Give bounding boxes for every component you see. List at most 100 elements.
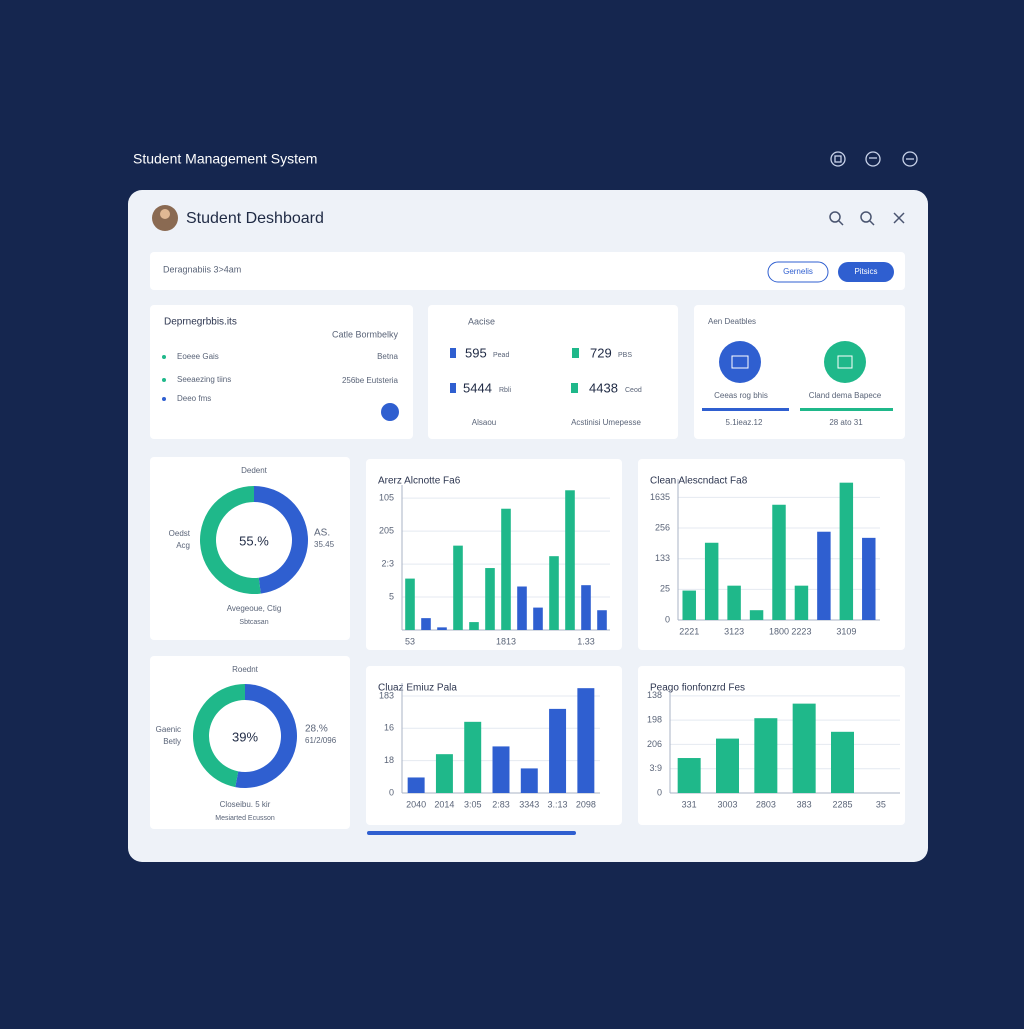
icon-glyph [731,355,749,369]
stat-unit: Ceod [625,387,642,394]
x-tick-label: 3123 [724,626,744,636]
stat-unit: Rbli [499,387,512,394]
chart-card [150,656,350,829]
dashboard-title: Student Deshboard [186,210,324,227]
x-tick-label: 2:83 [492,799,510,809]
y-tick-label: 2:3 [381,558,394,568]
bar [407,777,425,793]
chart-title: Peago fionfonzrd Fes [650,683,745,694]
item-label: Ceeas rog bhis [714,391,768,400]
button-label[interactable]: Gernelis [783,267,813,276]
y-tick-label: 18 [384,755,394,765]
bar [405,578,415,630]
y-tick-label: 183 [379,690,394,700]
stat-value: 729 [590,345,612,360]
y-tick-label: 25 [660,584,670,594]
icon-glyph [837,355,853,369]
row-value: 256be Eutsteria [342,376,399,385]
chart-title: Dedent [241,466,268,475]
stat-icon [571,383,578,393]
top-icons [830,151,918,167]
y-tick-label: 256 [655,522,670,532]
bar [485,568,495,630]
scrollbar[interactable] [367,831,576,835]
card-subtitle: Catle Bormbelky [332,329,399,339]
bar [677,758,701,793]
button[interactable] [767,261,829,283]
bar [435,754,453,793]
bar [577,688,595,793]
side-label: 61/2/096 [305,736,337,745]
y-tick-label: 105 [379,493,394,503]
side-label: Acg [176,541,190,550]
y-tick-label: 16 [384,723,394,733]
bar [749,610,764,620]
bar [682,590,696,620]
y-tick-label: 0 [665,614,670,624]
y-tick-label: 206 [647,739,662,749]
donut-segment [235,684,298,789]
item-value: 5.1ieaz.12 [726,418,763,427]
x-tick-label: 2285 [832,799,852,809]
side-label: 35.45 [314,540,335,549]
chart-card [638,459,905,650]
x-tick-label: 3.:13 [548,799,568,809]
bar [817,531,831,620]
bar [597,610,607,630]
button[interactable] [838,262,894,282]
side-label: 28.% [305,724,328,735]
button-label[interactable]: Pitsics [854,267,877,276]
side-label: Gaenic [156,725,181,734]
x-tick-label: 2098 [576,799,596,809]
stat-icon [450,348,456,358]
side-label: AS. [314,528,330,539]
row-label: Deeo fms [177,394,211,403]
x-tick-label: 2223 [791,626,811,636]
y-tick-label: 5 [389,591,394,601]
bullet [162,397,166,401]
x-tick-label: 3343 [519,799,539,809]
item-value: 28 ato 31 [829,418,863,427]
bar [565,490,575,630]
stat-icon [572,348,579,358]
bar [464,721,482,793]
item-icon [719,341,761,383]
row-label: Eoeee Gais [177,352,219,361]
stat-value: 595 [465,345,487,360]
bar [727,585,741,620]
card [694,305,905,439]
x-tick-label: 331 [682,799,697,809]
card [150,305,413,439]
bar [831,731,854,793]
x-tick-label: 2014 [434,799,454,809]
y-tick-label: 1635 [650,492,670,502]
avatar-face [160,209,170,219]
bar [772,504,786,620]
x-tick-label: 35 [876,799,886,809]
bar [549,708,567,793]
action-button[interactable] [381,403,399,421]
item-label: Cland dema Bapece [809,391,882,400]
bar [754,718,778,793]
x-tick-label: 383 [797,799,812,809]
y-tick-label: 198 [647,715,662,725]
underline [800,408,893,411]
y-tick-label: 3:9 [649,763,662,773]
chart-footer: Sbtcasan [239,619,268,626]
card [428,305,678,439]
chart-title: Roednt [232,665,259,674]
bar [453,545,463,630]
x-tick-label: 2803 [756,799,776,809]
x-tick-label: 3003 [717,799,737,809]
bar [421,618,431,630]
side-label: Oedst [169,529,191,538]
header-icons[interactable] [829,211,905,226]
stat-unit: PBS [618,352,632,359]
bar [517,586,527,630]
row-label: Seeaezing tiins [177,375,231,384]
bar [792,703,816,793]
y-tick-label: 0 [657,787,662,797]
bullet [162,355,166,359]
x-tick-label: 2221 [679,626,699,636]
